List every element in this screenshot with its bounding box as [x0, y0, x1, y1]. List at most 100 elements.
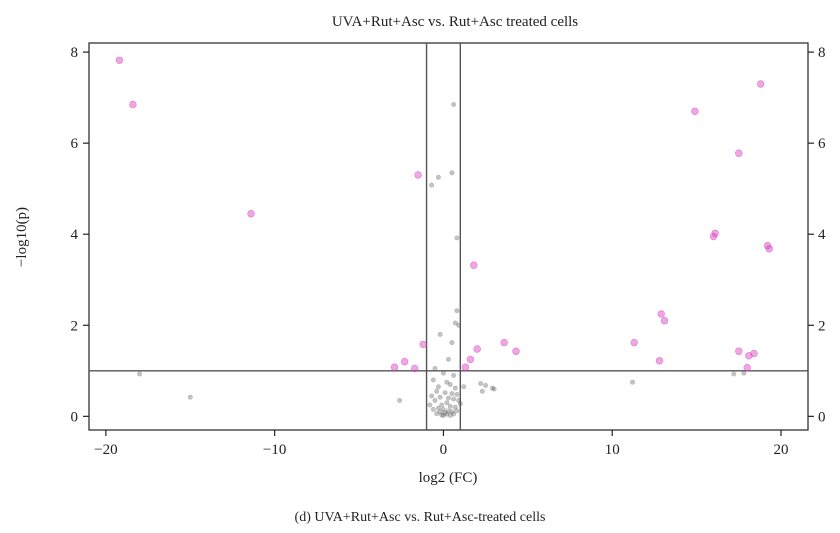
x-tick-label: −20 [94, 442, 117, 458]
significant-point [473, 345, 481, 353]
data-points [115, 56, 773, 418]
significant-point [660, 317, 669, 325]
non-significant-point [449, 409, 455, 415]
significant-point [756, 80, 765, 88]
non-significant-point [451, 372, 457, 378]
non-significant-point [435, 384, 441, 390]
y-axis-right: 0 2 4 6 8 [808, 45, 826, 425]
plot-frame [88, 42, 809, 431]
non-significant-point [437, 409, 443, 415]
significant-point [735, 149, 743, 157]
non-significant-point [440, 412, 446, 418]
significant-point [470, 261, 478, 269]
non-significant-point [447, 412, 453, 418]
x-tick-label: 0 [440, 442, 448, 458]
non-significant-point [437, 394, 443, 400]
y-tick-label: 0 [71, 409, 79, 425]
right-y-tick-label: 2 [818, 318, 826, 334]
non-significant-point [442, 410, 448, 416]
non-significant-point [456, 397, 462, 403]
significant-point [461, 363, 470, 371]
non-significant-point [429, 393, 435, 399]
non-significant-point [452, 385, 458, 391]
non-significant-point [444, 379, 450, 385]
y-tick-label: 2 [71, 318, 79, 334]
non-significant-point [432, 365, 438, 371]
non-significant-point [629, 379, 635, 385]
non-significant-point [439, 402, 445, 408]
non-significant-point [461, 384, 467, 390]
non-significant-point [456, 322, 462, 328]
non-significant-point [452, 320, 458, 326]
non-significant-point [454, 391, 460, 397]
significant-point [411, 364, 419, 373]
non-significant-point [440, 406, 446, 412]
x-tick-label: 10 [605, 442, 620, 458]
significant-point [655, 357, 664, 365]
y-axis-label: −log10(p) [14, 207, 30, 267]
significant-point [400, 358, 409, 366]
significant-point [657, 310, 665, 318]
non-significant-point [449, 340, 455, 346]
non-significant-point [454, 308, 460, 314]
significant-point [735, 347, 743, 355]
non-significant-point [731, 371, 737, 377]
significant-point [750, 349, 758, 358]
non-significant-point [432, 397, 438, 403]
significant-point [765, 245, 773, 253]
non-significant-point [445, 408, 451, 414]
significant-point [129, 100, 137, 109]
non-significant-point [449, 170, 455, 176]
non-significant-point [434, 388, 440, 394]
right-y-tick-label: 8 [818, 45, 826, 61]
non-significant-point [429, 182, 435, 188]
chart-title: UVA+Rut+Asc vs. Rut+Asc treated cells [332, 14, 578, 30]
significant-point [390, 363, 399, 371]
figure-caption: (d) UVA+Rut+Asc vs. Rut+Asc-treated cell… [295, 510, 546, 525]
non-significant-point [435, 174, 441, 180]
non-significant-point [445, 395, 451, 401]
non-significant-point [427, 402, 433, 408]
x-axis: −20 −10 0 10 20 [94, 430, 788, 458]
non-significant-point [430, 406, 436, 412]
non-significant-point [451, 411, 457, 417]
significant-point [743, 363, 751, 372]
right-y-tick-label: 0 [818, 409, 826, 425]
non-significant-point [439, 412, 445, 418]
significant-point [711, 229, 719, 238]
non-significant-point [452, 404, 458, 410]
non-significant-point [397, 397, 403, 403]
non-significant-point [187, 394, 193, 400]
significant-point [512, 347, 520, 355]
non-significant-point [483, 382, 489, 388]
right-y-tick-label: 4 [818, 227, 826, 243]
non-significant-point [137, 371, 143, 377]
x-axis-label: log2 (FC) [419, 470, 478, 486]
non-significant-point [478, 381, 484, 387]
significant-point [691, 107, 699, 116]
non-significant-point [491, 386, 497, 392]
y-tick-label: 6 [71, 136, 79, 152]
non-significant-point [437, 331, 443, 337]
non-significant-point [434, 411, 440, 417]
plot-area [88, 42, 809, 431]
x-tick-label: 20 [773, 442, 788, 458]
significant-point [630, 338, 638, 347]
significant-point [466, 355, 475, 364]
non-significant-point [449, 391, 455, 397]
non-significant-point [442, 390, 448, 396]
significant-point [247, 210, 255, 218]
non-significant-point [457, 401, 463, 407]
non-significant-point [430, 377, 436, 383]
significant-point [414, 171, 422, 179]
y-tick-label: 4 [71, 227, 79, 243]
non-significant-point [489, 385, 495, 391]
non-significant-point [444, 400, 450, 406]
non-significant-point [435, 405, 441, 411]
right-y-tick-label: 6 [818, 136, 826, 152]
significant-point [115, 56, 124, 64]
significant-point [500, 338, 508, 347]
non-significant-point [454, 235, 460, 241]
non-significant-point [451, 396, 457, 402]
non-significant-point [454, 408, 460, 414]
